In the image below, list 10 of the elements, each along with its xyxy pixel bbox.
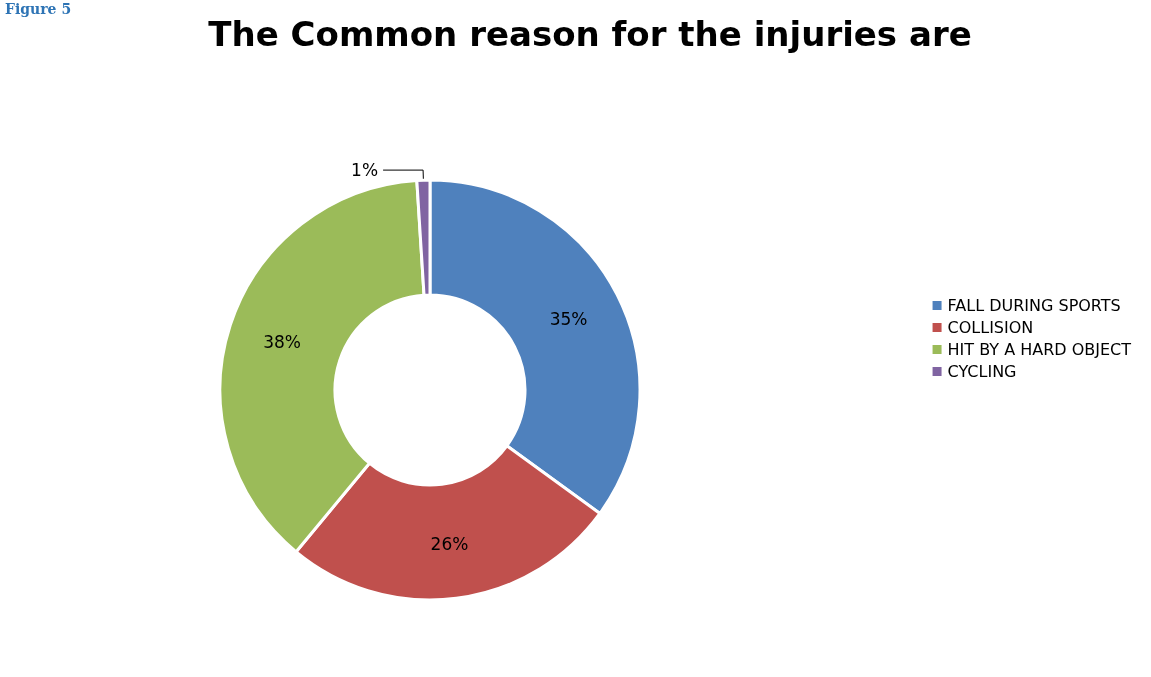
chart-title: The Common reason for the injuries are <box>208 14 972 54</box>
data-label: 26% <box>430 534 469 555</box>
legend-label: FALL DURING SPORTS <box>947 296 1121 315</box>
caption: Figure 5 <box>5 1 72 17</box>
legend-label: COLLISION <box>947 318 1034 337</box>
legend-label: HIT BY A HARD OBJECT <box>947 340 1132 359</box>
data-label: 38% <box>263 331 302 352</box>
data-label: 1% <box>351 160 379 181</box>
legend-label: CYCLING <box>947 362 1017 381</box>
data-label: 35% <box>549 309 588 330</box>
